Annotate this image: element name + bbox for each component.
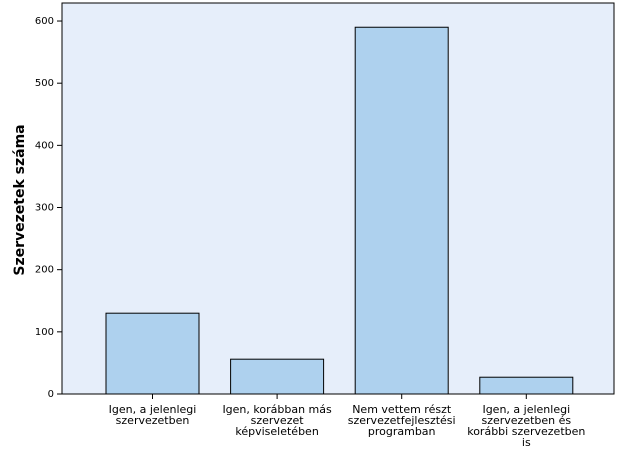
y-tick-label: 400	[35, 140, 54, 151]
x-tick-label: Igen, a jelenlegi szervezetben	[108, 403, 197, 427]
y-tick-label: 200	[35, 265, 54, 276]
bar	[230, 358, 325, 395]
y-tick-label: 300	[35, 203, 54, 214]
bar	[354, 26, 449, 395]
y-tick-label: 0	[48, 389, 54, 400]
bar	[479, 376, 574, 395]
y-tick-label: 500	[35, 78, 54, 89]
bar	[105, 312, 200, 395]
x-tick-label: Igen, korábban más szervezet képviseleté…	[222, 403, 332, 438]
y-tick-label: 100	[35, 327, 54, 338]
y-tick-label: 600	[35, 16, 54, 27]
x-tick-label: Igen, a jelenlegi szervezetben és korább…	[467, 403, 586, 449]
y-axis-label: Szervezetek száma	[12, 124, 28, 275]
x-tick-label: Nem vettem részt szervezetfejlesztési pr…	[347, 403, 456, 438]
